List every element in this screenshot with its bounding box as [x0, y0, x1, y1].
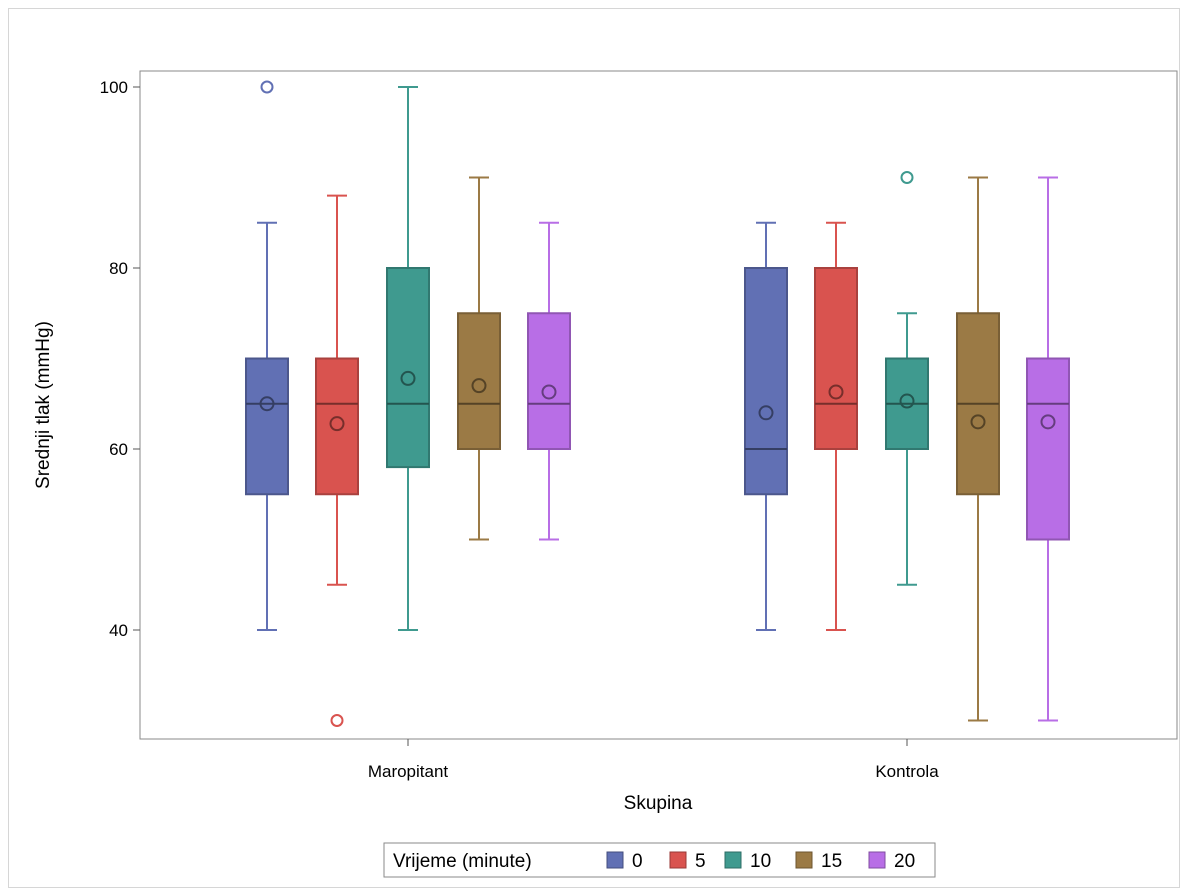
legend-label: 5 — [695, 851, 706, 872]
chart-frame — [8, 8, 1180, 888]
box — [245, 357, 289, 496]
legend-swatch — [795, 851, 813, 869]
box — [814, 267, 858, 450]
mean-marker — [471, 378, 487, 394]
box — [315, 357, 359, 496]
box — [527, 312, 571, 450]
outlier-marker — [260, 80, 274, 94]
outlier-marker — [900, 171, 914, 184]
x-axis-title: Skupina — [624, 793, 693, 814]
y-tick-label: 40 — [109, 621, 128, 640]
mean-marker — [541, 384, 557, 400]
y-tick-label: 80 — [109, 259, 128, 278]
legend-border — [383, 842, 936, 878]
y-axis-title: Srednji tlak (mmHg) — [33, 321, 54, 489]
legend-label: 0 — [632, 851, 643, 872]
mean-marker — [828, 384, 844, 400]
legend-label: 15 — [821, 851, 842, 872]
x-tick-label: Kontrola — [875, 762, 939, 781]
x-axis: Maropitant Kontrola — [368, 739, 939, 781]
legend-label: 20 — [894, 851, 915, 872]
box — [457, 312, 501, 450]
box — [744, 267, 788, 496]
mean-marker — [1040, 414, 1056, 430]
x-tick-label: Maropitant — [368, 762, 449, 781]
legend-swatch — [724, 851, 742, 869]
legend-items: 0 5 10 15 20 — [606, 851, 915, 872]
box-series-group — [245, 80, 1070, 727]
mean-marker — [899, 393, 915, 409]
y-axis: 40 60 80 100 — [100, 78, 140, 640]
legend-swatch — [669, 851, 687, 869]
legend-label: 10 — [750, 851, 771, 872]
box — [386, 267, 430, 469]
plot-area — [139, 70, 1178, 740]
y-tick-label: 60 — [109, 440, 128, 459]
mean-marker — [970, 414, 986, 430]
y-tick-label: 100 — [100, 78, 128, 97]
mean-marker — [400, 370, 416, 386]
mean-marker — [259, 396, 275, 412]
mean-marker — [329, 416, 345, 432]
mean-marker — [758, 405, 774, 421]
legend: Vrijeme (minute) 0 5 10 15 20 — [383, 842, 936, 878]
box — [1026, 357, 1070, 541]
legend-title: Vrijeme (minute) — [393, 851, 532, 872]
outlier-marker — [330, 714, 344, 727]
legend-swatch — [606, 851, 624, 869]
legend-swatch — [868, 851, 886, 869]
